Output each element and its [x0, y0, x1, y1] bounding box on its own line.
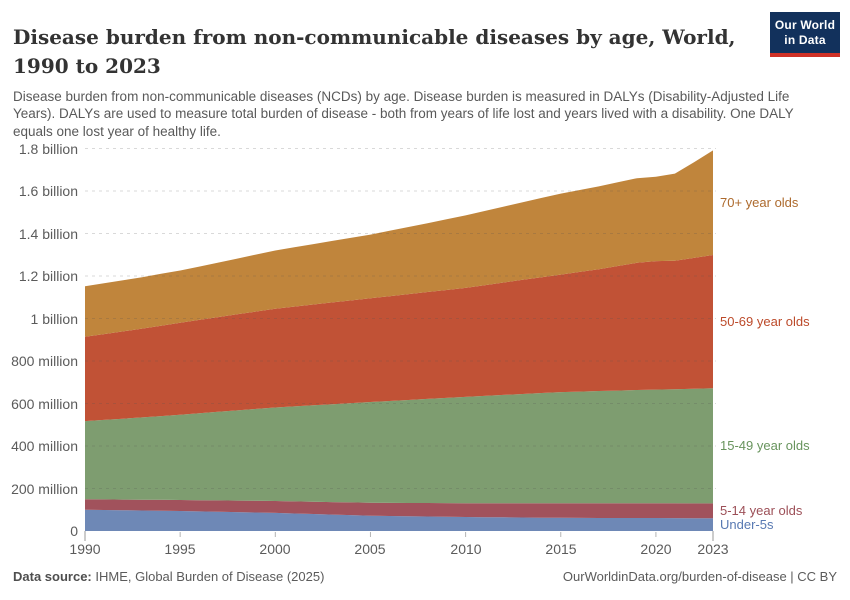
data-source-text: Data source: IHME, Global Burden of Dise…: [13, 569, 324, 584]
y-axis-label-600-million: 600 million: [11, 396, 78, 412]
y-axis-label-0: 0: [70, 523, 78, 539]
legend-label-50-69-year-olds[interactable]: 50-69 year olds: [720, 314, 810, 329]
owid-logo[interactable]: Our World in Data: [770, 12, 840, 57]
y-axis-label-200-million: 200 million: [11, 481, 78, 497]
x-axis-label-2000: 2000: [259, 541, 291, 557]
y-axis-label-400-million: 400 million: [11, 438, 78, 454]
y-axis-label-1-8-billion: 1.8 billion: [18, 141, 78, 157]
x-axis-label-2005: 2005: [354, 541, 386, 557]
y-axis-label-800-million: 800 million: [11, 353, 78, 369]
logo-text-line1: Our World: [774, 18, 836, 32]
legend-label-5-14-year-olds[interactable]: 5-14 year olds: [720, 503, 803, 518]
x-axis-label-1990: 1990: [69, 541, 101, 557]
y-axis-label-1-billion: 1 billion: [30, 311, 78, 327]
logo-text-line2: in Data: [784, 33, 826, 47]
area-under-5s[interactable]: [85, 509, 713, 531]
area-15-49-year-olds[interactable]: [85, 388, 713, 504]
page-title: Disease burden from non-communicable dis…: [13, 25, 736, 78]
data-source-label: Data source:: [13, 569, 92, 584]
area-70-year-olds[interactable]: [85, 150, 713, 337]
data-source-value: IHME, Global Burden of Disease (2025): [91, 569, 325, 584]
legend-label-70-year-olds[interactable]: 70+ year olds: [720, 195, 799, 210]
y-axis-label-1-6-billion: 1.6 billion: [18, 183, 78, 199]
x-axis-label-2023: 2023: [697, 541, 729, 557]
area-50-69-year-olds[interactable]: [85, 255, 713, 422]
y-axis-label-1-4-billion: 1.4 billion: [18, 226, 78, 242]
chart-footer: Data source: IHME, Global Burden of Dise…: [13, 569, 837, 584]
chart-subtitle: Disease burden from non-communicable dis…: [13, 88, 794, 139]
y-axis-label-1-2-billion: 1.2 billion: [18, 268, 78, 284]
x-axis-label-1995: 1995: [164, 541, 196, 557]
x-axis-label-2015: 2015: [545, 541, 577, 557]
legend-label-15-49-year-olds[interactable]: 15-49 year olds: [720, 438, 810, 453]
area-5-14-year-olds[interactable]: [85, 499, 713, 519]
x-axis-label-2020: 2020: [640, 541, 672, 557]
footer-link[interactable]: OurWorldinData.org/burden-of-disease | C…: [562, 569, 837, 584]
x-axis-label-2010: 2010: [450, 541, 482, 557]
legend-label-under-5s[interactable]: Under-5s: [720, 517, 774, 532]
